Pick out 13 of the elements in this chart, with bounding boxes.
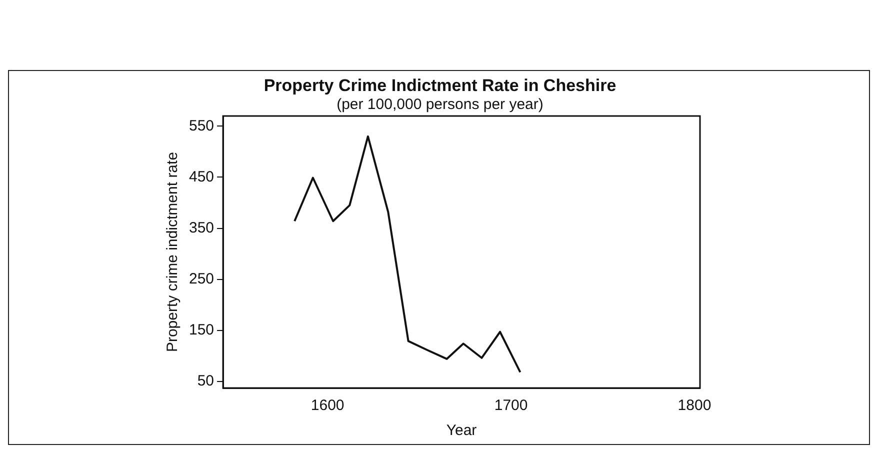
chart-title: Property Crime Indictment Rate in Cheshire xyxy=(262,76,618,96)
y-tick-label: 350 xyxy=(188,219,214,236)
y-axis-title: Property crime indictment rate xyxy=(164,152,182,352)
chart-subtitle: (per 100,000 persons per year) xyxy=(336,96,544,113)
y-tick-label: 250 xyxy=(188,270,214,288)
y-tick-label: 150 xyxy=(188,321,214,338)
y-tick-label: 550 xyxy=(188,117,214,134)
y-tick-label: 50 xyxy=(197,372,214,390)
x-tick-label: 1600 xyxy=(310,397,344,414)
x-axis-title: Year xyxy=(446,422,477,440)
x-tick-label: 1700 xyxy=(494,397,528,414)
x-tick-label: 1800 xyxy=(678,397,712,414)
y-tick-label: 450 xyxy=(188,168,214,186)
